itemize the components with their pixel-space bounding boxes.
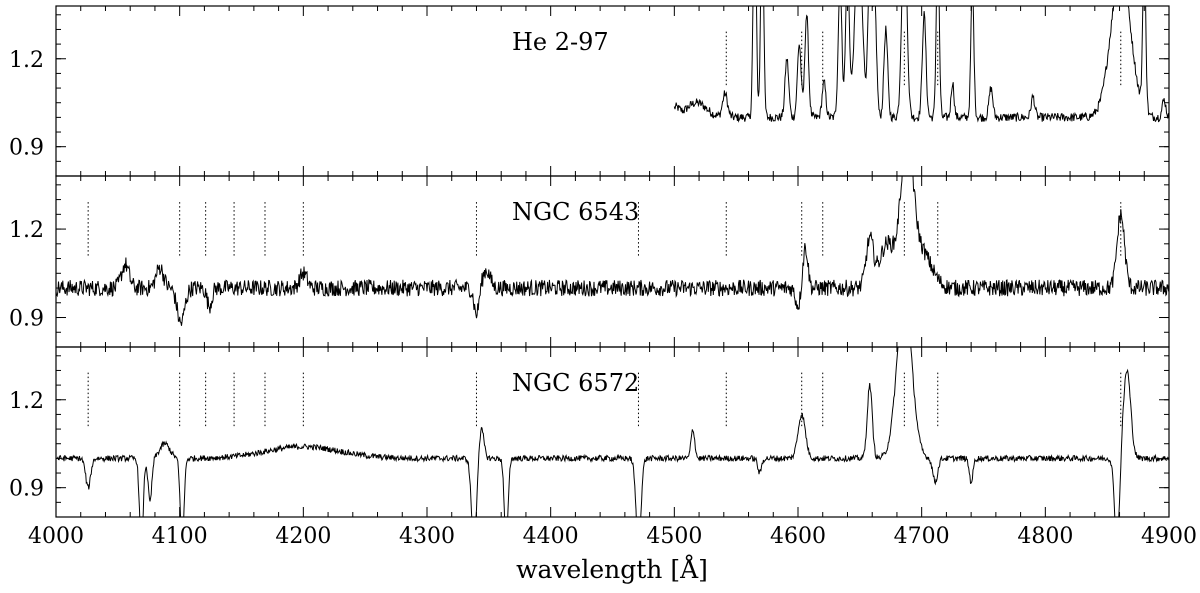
y-tick-label: 1.2 — [9, 218, 44, 243]
spectrum-line — [56, 347, 1169, 517]
panel-label: NGC 6572 — [512, 369, 639, 397]
x-tick-label: 4100 — [152, 524, 208, 549]
x-tick-label: 4000 — [28, 524, 84, 549]
x-tick-label: 4200 — [275, 524, 331, 549]
y-tick-label: 1.2 — [9, 389, 44, 414]
x-axis-label: wavelength [Å] — [516, 554, 708, 584]
y-tick-label: 0.9 — [9, 136, 44, 161]
panel-frame — [55, 5, 1170, 177]
y-tick-label: 1.2 — [9, 48, 44, 73]
panel-frame — [55, 346, 1170, 518]
panel-3: 0.9 1.2 NGC 6572 — [9, 346, 1170, 518]
panels-group: 0.9 1.2 He 2-97 0.9 1.2 NGC 6543 0.9 1.2 NGC 657… — [9, 5, 1170, 518]
x-tick-label: 4900 — [1141, 524, 1197, 549]
panel-label: He 2-97 — [512, 28, 609, 56]
x-tick-label: 4800 — [1017, 524, 1073, 549]
x-tick-label: 4400 — [523, 524, 579, 549]
panel-2: 0.9 1.2 NGC 6543 — [9, 175, 1170, 348]
spectrum-line — [673, 6, 1169, 123]
panel-label: NGC 6543 — [512, 198, 639, 226]
panel-1: 0.9 1.2 He 2-97 — [9, 5, 1170, 177]
x-tick-label: 4700 — [894, 524, 950, 549]
y-tick-label: 0.9 — [9, 307, 44, 332]
x-tick-label: 4300 — [399, 524, 455, 549]
x-tick-label: 4500 — [646, 524, 702, 549]
x-tick-label: 4600 — [770, 524, 826, 549]
x-axis: 4000 4100 4200 4300 4400 4500 4600 4700 4800 4900 — [28, 524, 1197, 549]
spectrum-line — [56, 176, 1169, 326]
y-tick-label: 0.9 — [9, 477, 44, 502]
